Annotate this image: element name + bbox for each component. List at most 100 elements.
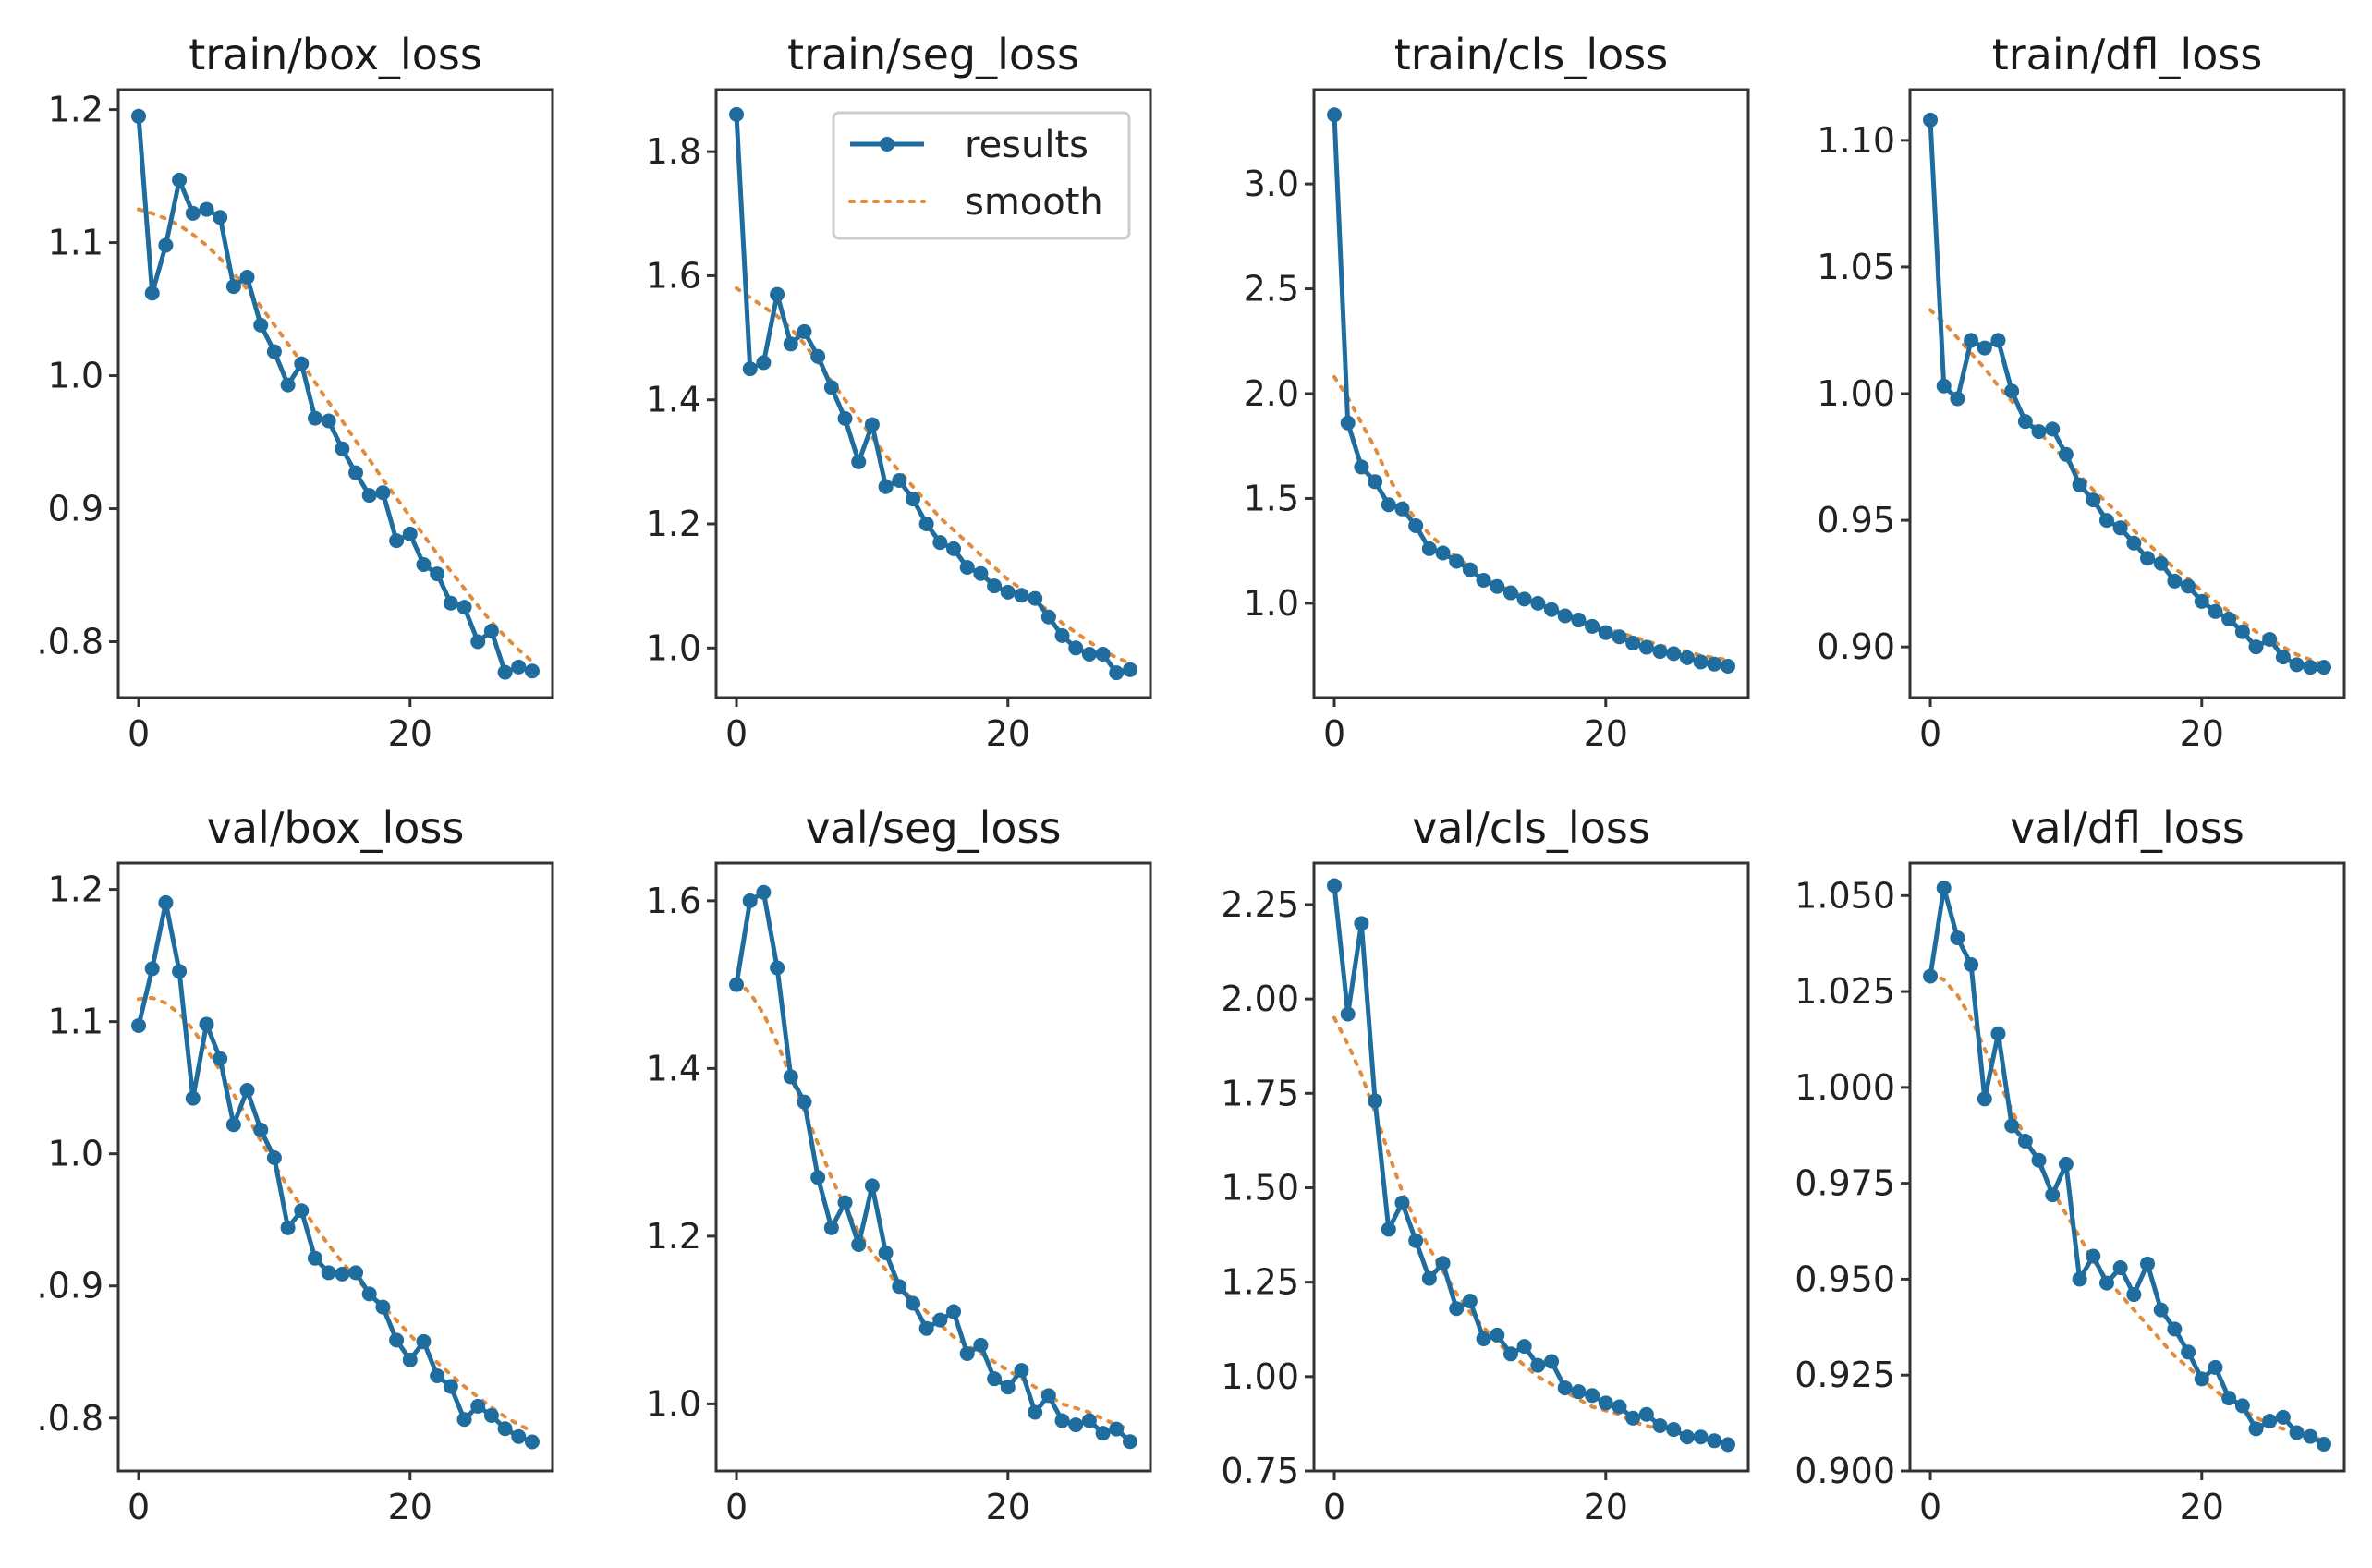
results-data-point	[810, 1170, 826, 1185]
results-data-point	[1923, 112, 1939, 128]
x-tick-label: 0	[128, 1487, 150, 1527]
subplot-val-box-loss: val/box_loss .0.8 .0.9 1.0 1.1 1.2 0 20	[36, 803, 554, 1527]
results-data-point	[1638, 639, 1654, 655]
axes-frame	[714, 861, 1152, 1473]
results-data-point	[1571, 613, 1587, 628]
results-data-point	[1557, 608, 1573, 624]
results-data-point	[1354, 916, 1369, 931]
y-tick-label: 1.2	[48, 90, 103, 130]
y-tick-label: 1.000	[1794, 1067, 1895, 1108]
results-data-point	[1014, 1363, 1029, 1379]
results-data-point	[2045, 1187, 2061, 1203]
results-data-point	[389, 1332, 405, 1348]
results-data-point	[1449, 1301, 1465, 1317]
results-data-point	[1109, 1421, 1125, 1437]
y-tick-label: 1.10	[1817, 120, 1895, 161]
x-tick-label: 0	[725, 1487, 748, 1527]
results-data-point	[483, 624, 499, 639]
results-data-point	[2058, 1156, 2074, 1172]
x-tick-label: 20	[1584, 713, 1628, 754]
results-data-point	[158, 237, 174, 253]
results-data-point	[2289, 1425, 2305, 1440]
y-tick-label: 1.6	[646, 881, 701, 921]
results-data-point	[2126, 1287, 2142, 1303]
y-tick-label: 0.975	[1794, 1163, 1895, 1204]
results-data-point	[1936, 378, 1952, 394]
y-tick-label: 1.2	[646, 1216, 701, 1257]
x-tick-label: 0	[1919, 1487, 1941, 1527]
y-tick-label: 0.90	[1817, 626, 1895, 667]
y-tick-label: 1.00	[1221, 1356, 1299, 1397]
y-tick-label: 1.75	[1221, 1073, 1299, 1113]
results-data-point	[1381, 497, 1396, 513]
x-tick-label: 20	[2180, 713, 2224, 754]
results-data-point	[1990, 333, 2006, 348]
results-data-point	[1449, 553, 1465, 569]
results-series-line	[1928, 885, 2326, 1447]
results-series-line	[136, 115, 533, 675]
results-data-point	[2086, 1248, 2101, 1264]
results-data-point	[1109, 665, 1125, 681]
results-data-point	[864, 417, 880, 432]
results-data-point	[375, 1299, 391, 1315]
results-data-point	[1571, 1384, 1587, 1400]
results-data-point	[783, 1069, 798, 1085]
results-data-point	[1354, 459, 1369, 475]
results-data-point	[1652, 644, 1668, 660]
y-tick-label: 3.0	[1244, 164, 1299, 204]
subplot-val-seg-loss: val/seg_loss 1.0 1.2 1.4 1.6 0 20	[646, 803, 1152, 1527]
results-data-point	[1040, 1388, 1056, 1404]
axes-frame	[1312, 88, 1750, 699]
results-data-point	[1368, 474, 1383, 490]
results-data-point	[1625, 636, 1641, 651]
y-tick-label: 1.8	[646, 131, 701, 172]
results-data-point	[456, 1412, 472, 1428]
results-data-point	[2072, 477, 2087, 492]
results-data-point	[2126, 535, 2142, 551]
results-data-point	[892, 473, 907, 488]
results-data-point	[2221, 1391, 2237, 1406]
axes-frame	[116, 88, 554, 699]
y-tick-label: 1.2	[646, 504, 701, 544]
results-data-point	[851, 1236, 867, 1252]
results-data-point	[131, 108, 147, 124]
results-data-point	[1381, 1222, 1396, 1237]
x-tick-label: 20	[2180, 1487, 2224, 1527]
y-tick-label: 0.900	[1794, 1451, 1895, 1491]
results-data-point	[1462, 562, 1478, 577]
results-data-point	[430, 1368, 445, 1384]
results-data-point	[1990, 1026, 2006, 1041]
results-data-point	[266, 1149, 282, 1165]
axes-frame	[1908, 861, 2346, 1473]
results-data-point	[2275, 1409, 2291, 1425]
results-data-point	[1327, 107, 1343, 123]
results-data-point	[239, 1083, 255, 1099]
y-tick-label: 2.5	[1244, 269, 1299, 310]
results-data-point	[1068, 1417, 1084, 1433]
results-data-point	[1666, 646, 1682, 662]
results-data-point	[1028, 1404, 1043, 1420]
results-data-point	[1476, 1331, 1491, 1346]
x-tick-label: 0	[1323, 713, 1345, 754]
subplot-title: train/dfl_loss	[1992, 30, 2263, 79]
y-tick-label: 1.25	[1221, 1262, 1299, 1303]
results-data-point	[2316, 660, 2331, 675]
results-data-point	[1679, 1429, 1695, 1445]
subplot-train-box-loss: train/box_loss .0.8 0.9 1.0 1.1 1.2 0 20	[36, 30, 554, 754]
results-data-point	[2262, 1414, 2278, 1429]
results-data-point	[2167, 573, 2183, 589]
results-data-point	[756, 884, 772, 900]
results-data-point	[959, 560, 975, 575]
results-data-point	[1977, 1091, 1992, 1107]
y-tick-label: 1.2	[48, 869, 103, 910]
results-data-point	[946, 1304, 962, 1319]
results-data-point	[185, 205, 201, 221]
results-data-point	[892, 1279, 907, 1295]
y-tick-label: 1.1	[48, 223, 103, 263]
results-data-point	[225, 1117, 241, 1133]
results-data-point	[348, 465, 364, 480]
results-data-point	[213, 1051, 228, 1066]
y-tick-label: 1.5	[1244, 478, 1299, 518]
results-data-point	[1421, 541, 1437, 556]
results-data-point	[2289, 657, 2305, 673]
